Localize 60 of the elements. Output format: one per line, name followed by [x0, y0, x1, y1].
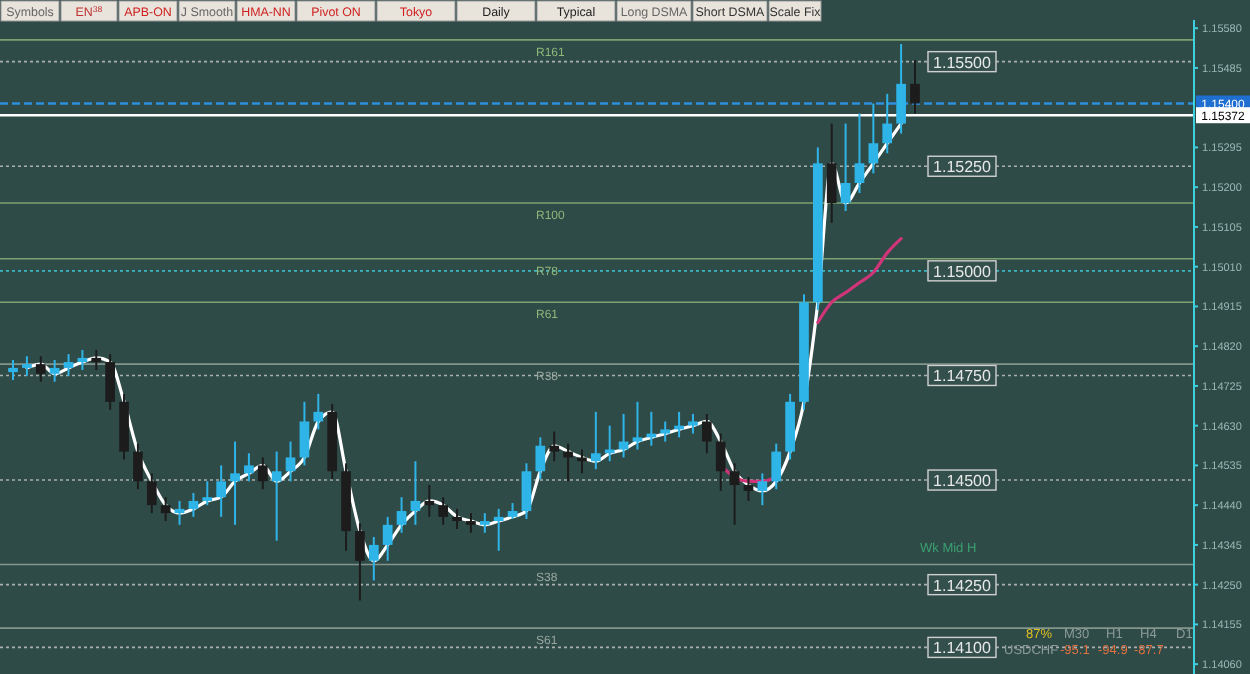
- candlestick: [244, 452, 254, 483]
- candlestick: [22, 355, 32, 377]
- candlestick: [743, 476, 754, 502]
- candlestick: [410, 460, 421, 526]
- candlestick: [729, 462, 740, 526]
- candlestick: [216, 464, 227, 518]
- candlestick: [701, 412, 712, 455]
- candlestick: [91, 348, 102, 372]
- candlestick: [715, 432, 726, 492]
- candlestick: [757, 472, 768, 507]
- ref-line-label: 1.14500: [933, 472, 993, 491]
- candlestick: [230, 440, 240, 526]
- candlestick: [160, 496, 171, 523]
- candlestick: [396, 496, 407, 534]
- candlestick: [660, 420, 671, 443]
- candlestick: [271, 450, 282, 542]
- candlestick: [452, 507, 462, 530]
- candlestick: [535, 436, 546, 481]
- ref-line-label: 1.15250: [933, 158, 993, 177]
- candlestick: [882, 92, 893, 155]
- candlestick: [49, 358, 60, 383]
- candlestick: [368, 535, 379, 582]
- candlestick: [771, 442, 782, 491]
- candlestick: [896, 43, 906, 135]
- ref-line-label: 1.15500: [933, 53, 993, 72]
- candlestick: [826, 122, 837, 224]
- candlestick: [313, 392, 324, 431]
- candlestick: [35, 355, 46, 383]
- candlestick: [854, 112, 865, 195]
- candlestick: [424, 484, 435, 518]
- candlestick: [632, 400, 643, 451]
- ref-line-label: 1.14750: [933, 367, 993, 386]
- candlestick: [133, 442, 143, 491]
- candlestick: [63, 353, 74, 377]
- candlestick: [202, 480, 213, 507]
- candlestick: [355, 522, 365, 602]
- candlestick: [549, 430, 560, 463]
- candlestick: [868, 102, 879, 175]
- ref-line-label: 1.15000: [933, 262, 993, 281]
- candlestick: [146, 472, 157, 515]
- candlestick: [382, 515, 393, 562]
- candlestick: [688, 412, 698, 435]
- ref-line-label: 1.14100: [933, 639, 993, 658]
- ref-line-label: 1.14250: [933, 576, 993, 595]
- candlestick: [438, 496, 449, 526]
- candlestick: [521, 462, 532, 520]
- candlestick: [257, 456, 268, 491]
- candlestick: [577, 448, 587, 475]
- candlestick: [618, 412, 629, 459]
- candlestick: [466, 512, 476, 534]
- candlestick: [493, 507, 504, 552]
- candlestick: [105, 353, 116, 411]
- candlestick: [590, 410, 601, 471]
- candlestick: [299, 400, 310, 467]
- candlestick: [910, 58, 920, 115]
- candlestick: [8, 358, 18, 382]
- candlestick: [285, 440, 296, 483]
- candlestick: [840, 122, 851, 213]
- candlestick: [188, 492, 199, 518]
- candlestick: [479, 512, 490, 534]
